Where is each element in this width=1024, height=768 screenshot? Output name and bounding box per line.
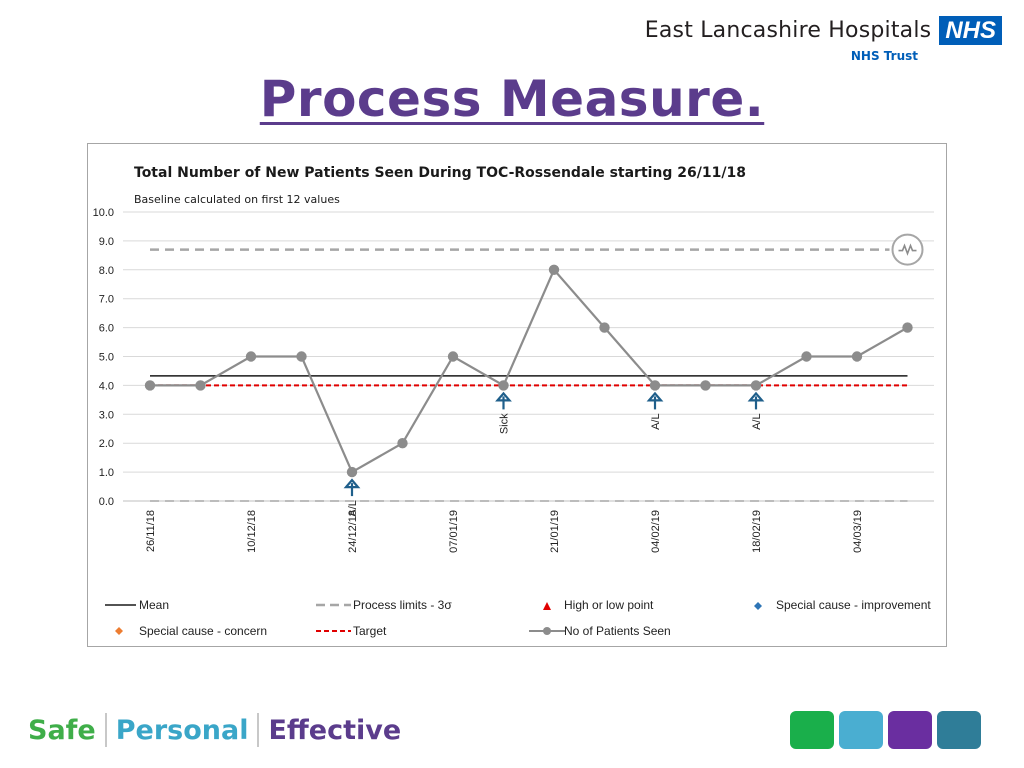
chart-subtitle: Baseline calculated on first 12 values	[134, 193, 340, 206]
legend-target-label: Target	[353, 624, 387, 638]
data-point	[397, 438, 408, 449]
x-tick-label: 10/12/18	[246, 510, 258, 553]
x-tick-label: 07/01/19	[448, 510, 460, 553]
chart-title: Total Number of New Patients Seen During…	[134, 165, 746, 181]
legend-concern-label: Special cause - concern	[139, 624, 267, 638]
annotation-label: A/L	[347, 500, 359, 517]
color-block-1	[790, 711, 834, 749]
x-tick-label: 26/11/18	[145, 510, 157, 552]
legend-series-marker	[543, 627, 551, 635]
annotation-label: Sick	[499, 413, 511, 434]
y-tick-label: 1.0	[99, 467, 114, 479]
annotation-arrowhead	[495, 391, 512, 402]
legend-highlow-swatch	[543, 602, 551, 610]
footer-safe: Safe	[28, 714, 96, 746]
data-point	[498, 380, 509, 391]
data-point	[599, 322, 610, 333]
footer-personal: Personal	[115, 714, 249, 746]
y-tick-label: 2.0	[99, 438, 114, 450]
y-tick-label: 9.0	[99, 236, 114, 248]
legend-highlow-label: High or low point	[564, 598, 654, 612]
page-title: Process Measure.	[259, 70, 765, 128]
color-block-2	[839, 711, 883, 749]
legend-mean-label: Mean	[139, 598, 169, 612]
page-title-wrap: Process Measure.	[0, 70, 1024, 128]
x-tick-label: 04/02/19	[650, 510, 662, 553]
x-tick-label: 18/02/19	[751, 510, 763, 553]
y-tick-label: 7.0	[99, 294, 114, 306]
trust-logo: East Lancashire Hospitals NHS NHS Trust	[645, 16, 1002, 63]
data-point	[649, 380, 661, 391]
annotation-label: A/L	[650, 413, 662, 430]
data-point	[447, 351, 459, 362]
color-block-3	[888, 711, 932, 749]
nhs-badge: NHS	[939, 16, 1002, 45]
series-line	[150, 267, 909, 474]
data-point	[700, 380, 711, 391]
data-point	[245, 351, 257, 362]
y-tick-label: 3.0	[99, 409, 114, 421]
data-point	[195, 380, 206, 391]
annotation-label: A/L	[751, 413, 763, 430]
chart-panel: Total Number of New Patients Seen During…	[87, 143, 947, 647]
data-point	[346, 466, 358, 478]
data-point	[851, 351, 863, 362]
legend-series-label: No of Patients Seen	[564, 624, 671, 638]
org-name: East Lancashire Hospitals	[644, 18, 932, 43]
y-tick-label: 5.0	[99, 352, 114, 364]
footer-effective: Effective	[268, 714, 402, 746]
data-point	[801, 351, 812, 362]
data-point	[144, 380, 156, 391]
x-tick-label: 24/12/18	[347, 510, 359, 553]
annotation-arrowhead	[747, 391, 765, 402]
legend-improvement-swatch	[754, 602, 762, 610]
annotation-arrowhead	[646, 391, 664, 402]
y-tick-label: 10.0	[93, 207, 114, 219]
data-point	[548, 264, 560, 275]
y-tick-label: 0.0	[99, 496, 114, 508]
x-tick-label: 21/01/19	[549, 510, 561, 553]
y-tick-label: 4.0	[99, 380, 114, 392]
variation-icon-glyph	[898, 243, 917, 256]
color-block-4	[937, 711, 981, 749]
footer-values: Safe Personal Effective	[28, 713, 401, 747]
org-subtitle: NHS Trust	[850, 49, 918, 63]
x-tick-label: 04/03/19	[852, 510, 864, 553]
legend-improvement-label: Special cause - improvement	[776, 598, 931, 612]
footer-color-blocks	[790, 711, 986, 749]
footer-divider	[104, 713, 107, 747]
y-tick-label: 6.0	[99, 323, 114, 335]
data-point	[902, 322, 913, 333]
data-point	[750, 380, 762, 391]
annotation-arrowhead	[343, 478, 361, 489]
footer-divider	[257, 713, 260, 747]
spc-chart: Total Number of New Patients Seen During…	[93, 165, 934, 638]
variation-icon	[891, 233, 924, 266]
legend-limits-label: Process limits - 3σ	[353, 598, 452, 612]
y-tick-label: 8.0	[99, 265, 114, 277]
legend-concern-swatch	[115, 627, 123, 635]
data-point	[296, 351, 307, 362]
